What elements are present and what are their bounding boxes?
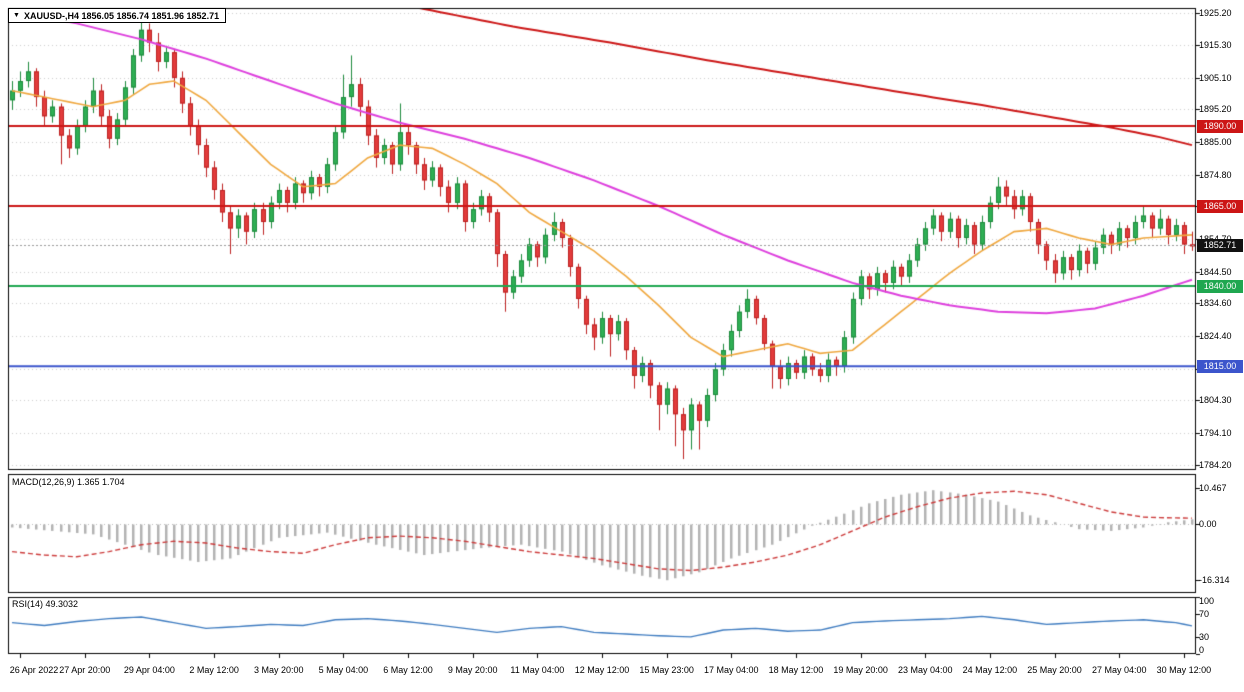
time-tick-label: 29 Apr 04:00 bbox=[123, 665, 175, 675]
price-tick-label: 1804.30 bbox=[1199, 395, 1232, 406]
time-tick-label: 2 May 12:00 bbox=[189, 665, 239, 675]
time-tick-label: 25 May 20:00 bbox=[1027, 665, 1082, 675]
price-tick-label: 1854.70 bbox=[1199, 234, 1232, 244]
macd-panel[interactable] bbox=[8, 474, 1196, 593]
current-price-label: 1852.71 bbox=[1197, 239, 1243, 253]
time-tick-label: 12 May 12:00 bbox=[574, 665, 630, 675]
time-tick-label: 5 May 04:00 bbox=[318, 665, 369, 675]
price-tick-label: 1915.30 bbox=[1199, 39, 1232, 50]
time-tick-label: 11 May 04:00 bbox=[510, 665, 565, 675]
price-tick-label: 1905.10 bbox=[1199, 72, 1232, 83]
symbol-dropdown-icon[interactable]: ▼ bbox=[13, 12, 20, 19]
time-tick-label: 3 May 20:00 bbox=[253, 665, 304, 675]
time-tick-label: 23 May 04:00 bbox=[897, 665, 953, 675]
macd-tick-label: 10.467 bbox=[1199, 482, 1227, 493]
time-tick-label: 17 May 04:00 bbox=[704, 665, 759, 675]
time-tick-label: 27 Apr 20:00 bbox=[59, 665, 111, 675]
time-tick-label: 9 May 20:00 bbox=[447, 665, 498, 675]
price-tick-label: 1784.20 bbox=[1199, 459, 1232, 470]
price-tick-label: 1794.10 bbox=[1199, 428, 1232, 439]
time-tick-label: 15 May 23:00 bbox=[639, 665, 694, 675]
price-tick-label: 1925.20 bbox=[1199, 8, 1232, 19]
rsi-tick-label: 100 bbox=[1199, 596, 1215, 606]
price-level-label-1890.00: 1890.00 bbox=[1197, 119, 1243, 133]
rsi-tick-label: 30 bbox=[1199, 631, 1210, 642]
macd-title: MACD(12,26,9) 1.365 1.704 bbox=[12, 477, 125, 487]
chart-title-box: ▼ XAUUSD-,H4 1856.05 1856.74 1851.96 185… bbox=[8, 8, 227, 23]
price-tick-label: 1874.80 bbox=[1199, 169, 1232, 180]
main-chart-panel[interactable] bbox=[8, 8, 1196, 470]
time-tick-label: 18 May 12:00 bbox=[768, 665, 824, 675]
price-tick-label: 1895.20 bbox=[1199, 104, 1232, 115]
time-tick-label: 24 May 12:00 bbox=[962, 665, 1018, 675]
price-tick-label: 1844.50 bbox=[1199, 266, 1232, 277]
time-tick-label: 30 May 12:00 bbox=[1156, 665, 1212, 675]
price-tick-label: 1885.00 bbox=[1199, 136, 1232, 147]
time-tick-label: 26 Apr 2022 bbox=[9, 665, 59, 675]
rsi-tick-label: 0 bbox=[1199, 645, 1205, 655]
time-tick-label: 6 May 12:00 bbox=[383, 665, 433, 675]
price-level-label-1840.00: 1840.00 bbox=[1197, 280, 1243, 294]
rsi-panel[interactable] bbox=[8, 597, 1196, 654]
price-level-label-1865.00: 1865.00 bbox=[1197, 200, 1243, 213]
chart-title: XAUUSD-,H4 1856.05 1856.74 1851.96 1852.… bbox=[23, 10, 220, 21]
macd-tick-label: -16.314 bbox=[1199, 575, 1230, 586]
price-tick-label: 1834.60 bbox=[1199, 298, 1232, 309]
rsi-title: RSI(14) 49.3032 bbox=[12, 599, 79, 609]
time-tick-label: 19 May 20:00 bbox=[833, 665, 888, 675]
time-tick-label: 27 May 04:00 bbox=[1091, 665, 1147, 675]
price-level-label-1815.00: 1815.00 bbox=[1197, 360, 1243, 374]
price-tick-label: 1824.40 bbox=[1199, 331, 1232, 342]
macd-tick-label: 0.00 bbox=[1199, 519, 1217, 529]
rsi-tick-label: 70 bbox=[1199, 609, 1210, 620]
